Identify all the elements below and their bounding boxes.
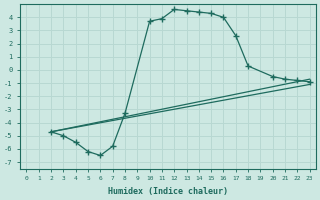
X-axis label: Humidex (Indice chaleur): Humidex (Indice chaleur) (108, 187, 228, 196)
